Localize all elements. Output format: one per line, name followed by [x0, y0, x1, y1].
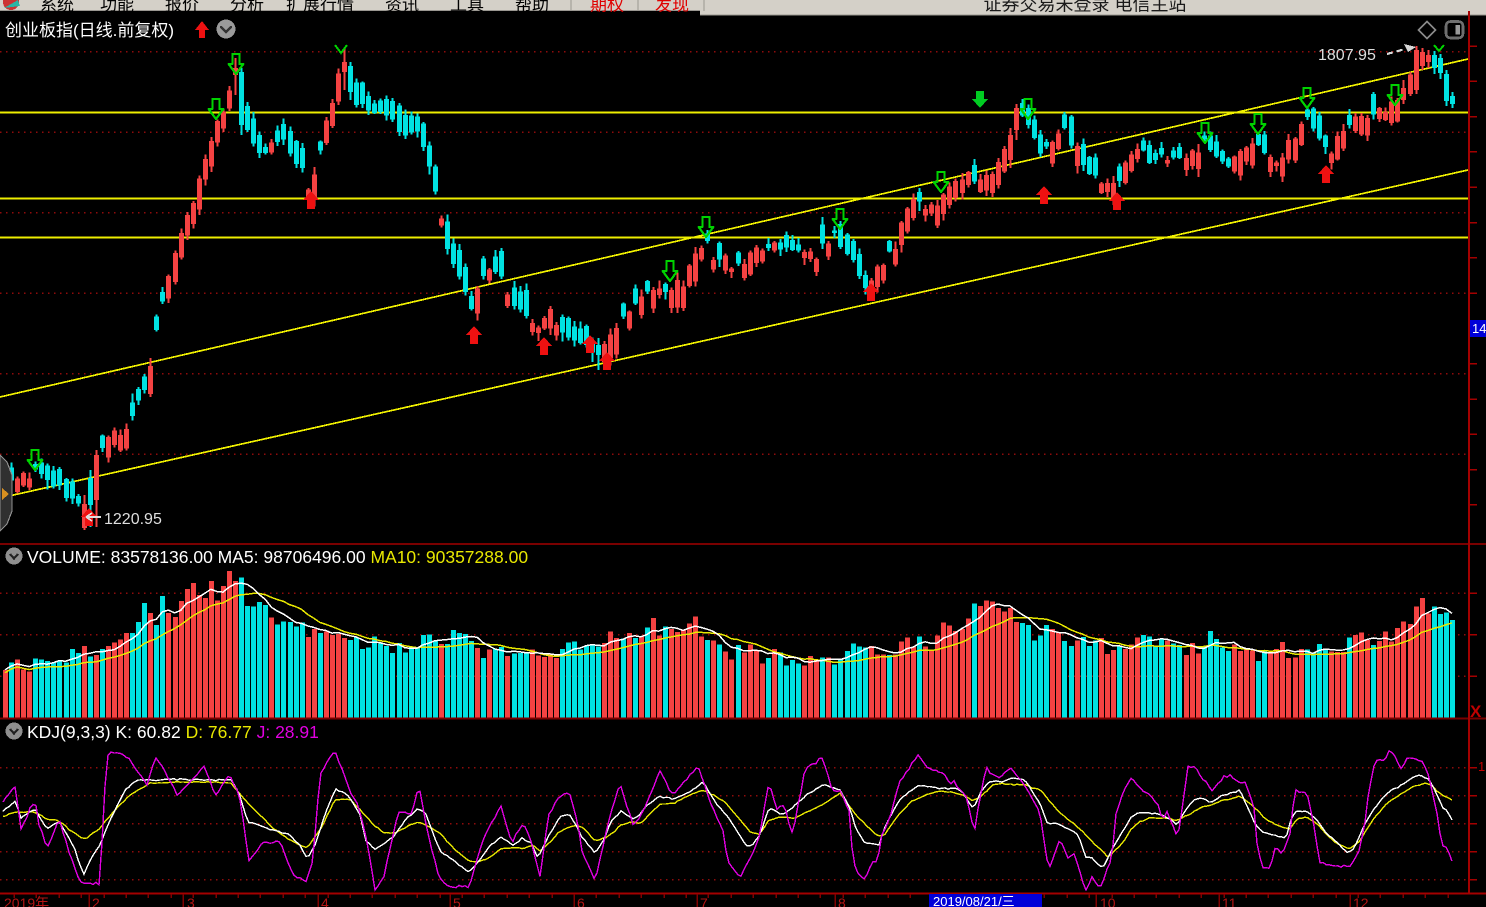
svg-text:期权: 期权 [590, 0, 624, 15]
svg-text:2019年: 2019年 [4, 895, 49, 907]
svg-text:KDJ(9,3,3) K: 60.82 D: 76.77 J: KDJ(9,3,3) K: 60.82 D: 76.77 J: 28.91 [27, 722, 319, 742]
svg-text:帮助: 帮助 [515, 0, 549, 15]
svg-text:4: 4 [321, 895, 329, 907]
svg-text:3: 3 [187, 895, 195, 907]
svg-text:证券交易未登录 电信主站: 证券交易未登录 电信主站 [984, 0, 1187, 15]
svg-text:1807.95: 1807.95 [1318, 47, 1376, 64]
svg-text:1: 1 [1478, 759, 1485, 774]
svg-text:工具: 工具 [450, 0, 484, 15]
svg-text:7: 7 [700, 895, 708, 907]
svg-text:14: 14 [1472, 321, 1486, 336]
svg-text:2019/08/21/三: 2019/08/21/三 [933, 894, 1015, 907]
svg-text:分析: 分析 [230, 0, 264, 15]
svg-text:10: 10 [1100, 895, 1116, 907]
svg-text:创业板指(日线.前复权): 创业板指(日线.前复权) [5, 21, 174, 40]
svg-text:扩展行情: 扩展行情 [286, 0, 354, 15]
svg-text:6: 6 [577, 895, 585, 907]
svg-text:报价: 报价 [165, 0, 199, 15]
svg-text:1220.95: 1220.95 [104, 511, 162, 528]
svg-text:资讯: 资讯 [385, 0, 419, 15]
svg-text:系统: 系统 [40, 0, 74, 15]
svg-text:发现: 发现 [655, 0, 689, 15]
svg-text:5: 5 [453, 895, 461, 907]
svg-text:12: 12 [1353, 895, 1369, 907]
svg-text:2: 2 [92, 895, 100, 907]
svg-text:11: 11 [1222, 895, 1237, 907]
svg-text:8: 8 [838, 895, 846, 907]
svg-text:功能: 功能 [100, 0, 134, 15]
svg-text:X: X [1470, 702, 1482, 721]
svg-text:VOLUME: 83578136.00 MA5: 98706: VOLUME: 83578136.00 MA5: 98706496.00 MA1… [27, 547, 528, 567]
